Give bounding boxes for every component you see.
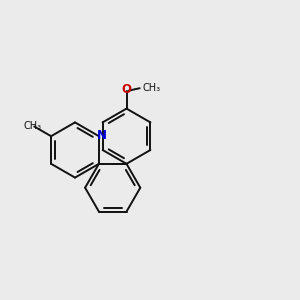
Text: N: N xyxy=(97,129,107,142)
Text: CH₃: CH₃ xyxy=(143,83,161,93)
Text: O: O xyxy=(122,82,131,96)
Text: CH₃: CH₃ xyxy=(24,121,42,131)
